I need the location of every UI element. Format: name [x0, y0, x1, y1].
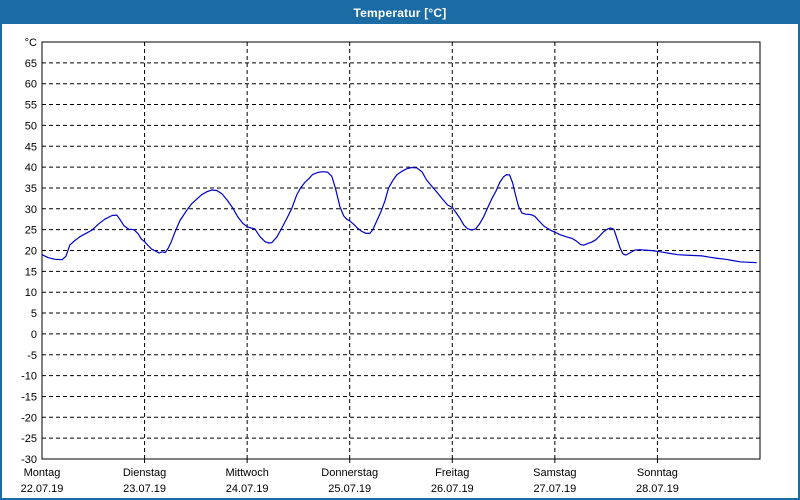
y-axis-label: 5: [31, 308, 37, 320]
y-axis-label: -20: [21, 412, 37, 424]
y-axis-label: -15: [21, 391, 37, 403]
day-date-label: 23.07.19: [123, 483, 166, 495]
plot-border: [41, 41, 761, 460]
day-date-label: 22.07.19: [21, 483, 64, 495]
y-axis-label: -10: [21, 371, 37, 383]
day-date-label: 28.07.19: [636, 483, 679, 495]
y-axis-label: 60: [25, 79, 37, 91]
chart-area: -30 -25 -20 -15 -10 -5 0 5 10 15 20 25 30 35 40 45 50 55 6…: [2, 24, 798, 498]
temperature-line: [41, 166, 757, 264]
window-titlebar: Temperatur [°C]: [2, 2, 798, 24]
day-name-label: Sonntag: [637, 467, 678, 479]
y-axis-label: 30: [25, 204, 37, 216]
y-axis-label: 25: [25, 225, 37, 237]
y-axis-label: -30: [21, 454, 37, 466]
y-axis-label: 55: [25, 100, 37, 112]
y-axis-label: 45: [25, 141, 37, 153]
day-name-label: Dienstag: [123, 467, 166, 479]
day-name-label: Samstag: [533, 467, 576, 479]
y-axis-label: 65: [25, 58, 37, 70]
y-axis-label: 20: [25, 246, 37, 258]
temperature-chart: -30 -25 -20 -15 -10 -5 0 5 10 15 20 25 30 35 40 45 50 55 6…: [21, 37, 761, 495]
window-title: Temperatur [°C]: [353, 6, 447, 20]
day-date-label: 26.07.19: [431, 483, 474, 495]
y-axis-label: 40: [25, 162, 37, 174]
day-name-label: Mittwoch: [225, 467, 268, 479]
y-axis-label: -5: [27, 350, 37, 362]
y-axis-label: 0: [31, 329, 37, 341]
day-date-label: 27.07.19: [533, 483, 576, 495]
y-axis-label: -25: [21, 433, 37, 445]
day-date-label: 24.07.19: [226, 483, 269, 495]
y-axis-label: 10: [25, 287, 37, 299]
y-axis-label: 15: [25, 266, 37, 278]
day-name-label: Montag: [24, 467, 61, 479]
day-date-label: 25.07.19: [328, 483, 371, 495]
y-axis-label: 50: [25, 120, 37, 132]
y-axis-unit-label: °C: [25, 37, 37, 49]
y-axis-label: 35: [25, 183, 37, 195]
day-name-label: Freitag: [435, 467, 469, 479]
day-name-label: Donnerstag: [321, 467, 378, 479]
